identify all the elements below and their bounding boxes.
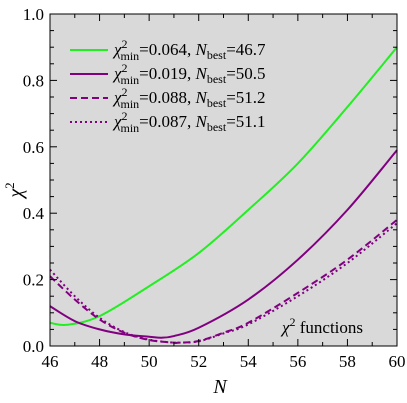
x-tick-label: 50 <box>141 352 158 371</box>
plot-area <box>50 14 397 346</box>
legend-label-2: χ2 min=0.019, Nbest=50.5 <box>112 61 266 87</box>
x-tick-label: 54 <box>240 352 258 371</box>
x-tick-label: 60 <box>389 352 406 371</box>
legend-label-3: χ2 min=0.088, Nbest=51.2 <box>112 85 266 111</box>
y-axis-label: χ2 <box>2 182 27 199</box>
axis-ticks: 46 48 50 52 54 56 58 60 0.0 0.2 0.4 0.6 0.8 1.0 <box>23 5 406 371</box>
y-tick-label: 0.2 <box>23 271 44 290</box>
chart-annotation: χ2 functions <box>280 315 363 337</box>
legend-label-1: χ2 min=0.064, Nbest=46.7 <box>112 37 266 63</box>
series-lines <box>49 46 398 344</box>
legend: χ2 min=0.064, Nbest=46.7χ2 min=0.019, Nbes… <box>70 37 266 135</box>
y-tick-label: 0.6 <box>23 138 44 157</box>
x-tick-label: 58 <box>339 352 356 371</box>
series-line-4 <box>49 222 398 344</box>
svg-text:χ2: χ2 <box>2 182 27 199</box>
x-tick-label: 46 <box>42 352 59 371</box>
x-tick-label: 52 <box>190 352 207 371</box>
y-tick-label: 0.4 <box>23 204 45 223</box>
x-tick-label: 48 <box>91 352 108 371</box>
y-tick-label: 0.8 <box>23 71 44 90</box>
x-tick-label: 56 <box>289 352 306 371</box>
series-line-2 <box>49 149 398 339</box>
legend-label-4: χ2 min=0.087, Nbest=51.1 <box>112 109 266 135</box>
y-tick-label: 1.0 <box>23 5 44 24</box>
y-tick-label: 0.0 <box>23 337 44 356</box>
x-axis-label: N <box>212 376 228 398</box>
